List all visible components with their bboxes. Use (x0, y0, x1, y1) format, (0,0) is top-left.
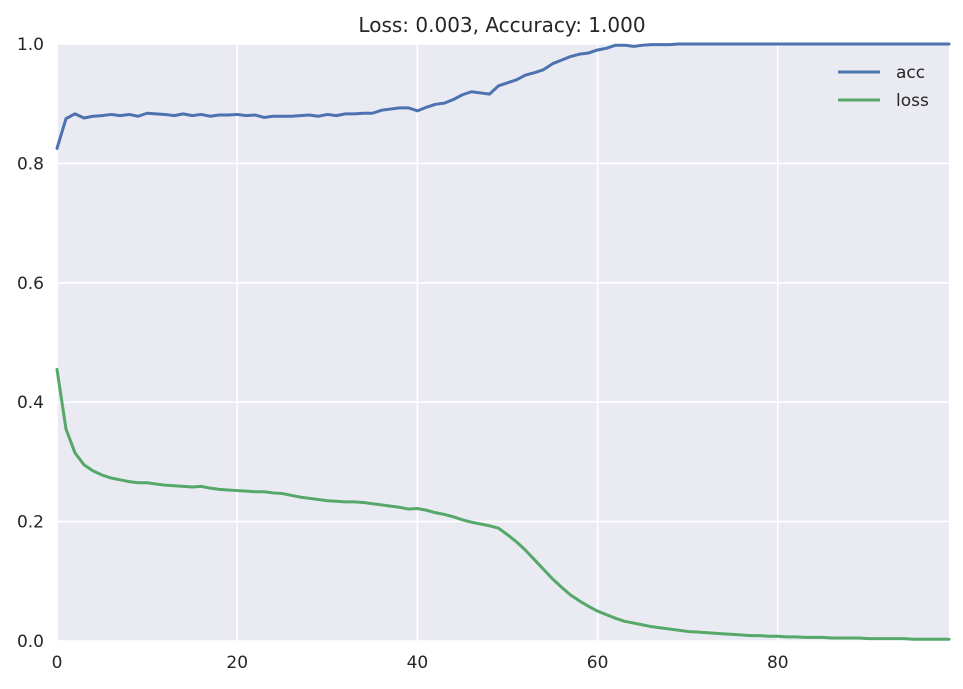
series-line-loss (55, 367, 951, 641)
plot-area (57, 44, 949, 641)
chart-title: Loss: 0.003, Accuracy: 1.000 (358, 13, 645, 37)
grid (56, 43, 949, 642)
x-tick-label: 40 (407, 653, 429, 673)
y-tick-label: 0.0 (17, 632, 44, 652)
legend-label-acc: acc (896, 63, 925, 83)
x-tick-label: 20 (226, 653, 248, 673)
x-tick-label: 60 (587, 653, 609, 673)
legend-label-loss: loss (896, 91, 929, 111)
series-line-acc (55, 42, 951, 150)
x-tick-label: 80 (767, 653, 789, 673)
x-tick-label: 0 (52, 653, 63, 673)
legend: acc loss (838, 63, 929, 111)
y-tick-label: 0.2 (17, 513, 44, 533)
series-lines (55, 42, 951, 641)
axis-ticks: 0 20 40 60 80 0.0 0.2 0.4 0.6 0.8 1.0 (17, 35, 789, 673)
y-tick-label: 1.0 (17, 35, 44, 55)
y-tick-label: 0.8 (17, 154, 44, 174)
y-tick-label: 0.4 (17, 393, 44, 413)
y-tick-label: 0.6 (17, 274, 44, 294)
